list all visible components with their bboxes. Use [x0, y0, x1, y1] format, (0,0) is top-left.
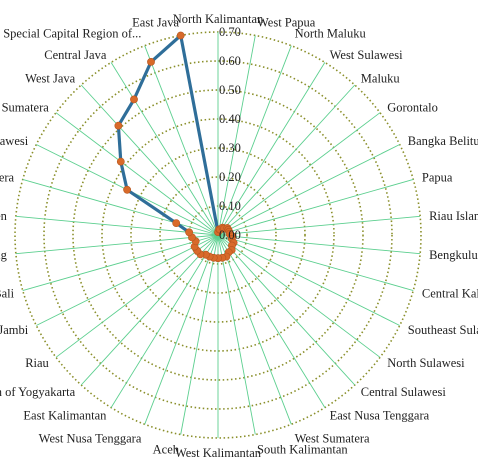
spoke: [217, 234, 356, 386]
category-label: Special Capital Region of...: [3, 26, 141, 40]
spoke: [217, 178, 414, 236]
data-point: [172, 219, 181, 227]
category-label: Gorontalo: [387, 101, 438, 115]
category-label: North Kalimantan: [173, 12, 264, 26]
spoke: [144, 45, 219, 236]
category-label: Riau Islands: [429, 209, 478, 223]
category-label: Central Kalimantan: [422, 286, 478, 300]
category-label: West Sumatera: [295, 432, 370, 446]
spoke: [80, 84, 219, 236]
radial-tick-label: 0.10: [219, 199, 241, 213]
spoke: [217, 234, 400, 326]
data-point: [176, 31, 185, 40]
category-label: Bali: [0, 286, 15, 300]
category-label: West Kalimantan: [175, 446, 262, 457]
spoke: [22, 178, 219, 236]
spoke: [217, 144, 400, 236]
radial-tick-label: 0.60: [219, 54, 241, 68]
grid-ring-6: [43, 60, 393, 410]
data-point: [185, 228, 193, 237]
spoke: [217, 84, 356, 236]
category-label: North Sulawesi: [387, 356, 465, 370]
spoke: [110, 234, 219, 408]
category-label: South Sulawesi: [0, 134, 29, 148]
spoke: [180, 234, 219, 435]
category-label: West Sulawesi: [330, 48, 403, 62]
data-point: [123, 185, 131, 194]
radial-tick-label: 0.30: [219, 141, 241, 155]
category-label: Bengkulu: [429, 248, 478, 262]
category-label: Papua: [422, 170, 453, 184]
data-point: [116, 157, 125, 166]
spoke: [217, 234, 414, 292]
radial-tick-labels: 0.00 0.10 0.20 0.30 0.40 0.50 0.60 0.70: [219, 25, 241, 242]
category-label: Lampung: [0, 248, 8, 262]
spoke: [217, 215, 421, 236]
category-label: Southeast Sulawesi: [408, 323, 478, 337]
spoke: [217, 45, 292, 236]
category-label: East Nusa Tenggara: [330, 409, 430, 423]
spoke: [36, 234, 219, 326]
category-label: Bangka Belitung Islands: [408, 134, 478, 148]
spoke: [217, 234, 256, 435]
spoke: [217, 234, 292, 425]
spoke: [55, 234, 219, 358]
spoke: [217, 234, 326, 408]
category-label: South Kalimantan: [257, 442, 348, 456]
category-label: South Sumatera: [0, 170, 15, 184]
data-point: [130, 95, 138, 104]
data-point: [114, 121, 123, 130]
spoke: [217, 35, 256, 236]
spoke: [144, 234, 219, 425]
category-label: West Nusa Tenggara: [39, 432, 142, 446]
category-label: Aceh: [153, 442, 180, 456]
spoke: [217, 234, 421, 255]
spoke: [15, 215, 219, 236]
spoke: [217, 234, 381, 358]
spoke: [55, 112, 219, 236]
radial-tick-label: 0.50: [219, 83, 241, 97]
category-label: Central Java: [44, 48, 107, 62]
spoke: [110, 62, 219, 236]
spoke: [217, 62, 326, 236]
category-label: West Java: [25, 72, 75, 86]
spoke: [80, 234, 219, 386]
category-label: Central Sulawesi: [361, 385, 447, 399]
radial-tick-label: 0.70: [219, 25, 241, 39]
category-label: Special Region of Yogyakarta: [0, 385, 76, 399]
category-label: Jambi: [0, 323, 29, 337]
spoke: [15, 234, 219, 255]
radial-tick-label: 0.00: [219, 228, 241, 242]
category-label: East Kalimantan: [23, 409, 107, 423]
data-point: [147, 58, 155, 66]
grid-ring-5: [72, 89, 364, 381]
radial-tick-label: 0.20: [219, 170, 241, 184]
category-label: Banten: [0, 209, 8, 223]
spoke: [217, 112, 381, 236]
category-label: Riau: [25, 356, 49, 370]
category-label: Maluku: [361, 72, 401, 86]
spoke: [22, 234, 219, 292]
data-series: [114, 31, 238, 263]
category-label: East Java: [132, 16, 179, 30]
category-label: West Papua: [257, 16, 316, 30]
radial-tick-label: 0.40: [219, 112, 241, 126]
category-label: North Maluku: [295, 26, 367, 40]
category-label: North Sumatera: [0, 101, 49, 115]
